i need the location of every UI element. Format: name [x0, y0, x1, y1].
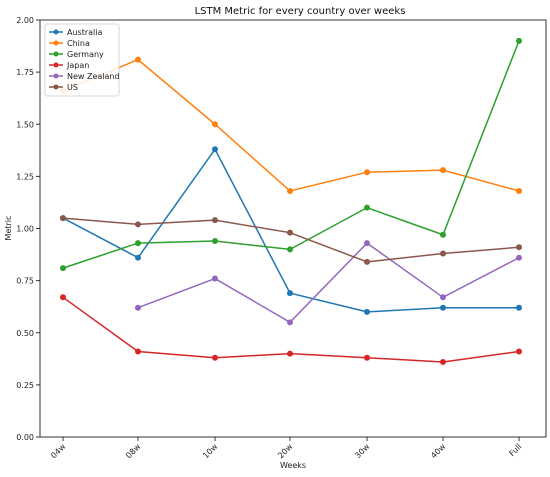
x-tick-label: Full — [507, 442, 523, 458]
x-tick-label: 10w — [201, 442, 220, 461]
series-line-new-zealand — [137, 242, 520, 324]
x-tick-label: 08w — [124, 442, 143, 461]
data-point-germany — [60, 265, 66, 272]
data-point-germany — [440, 231, 446, 238]
legend-label: China — [67, 39, 90, 48]
legend-label: Australia — [67, 28, 102, 37]
chart-title: LSTM Metric for every country over weeks — [195, 6, 406, 17]
x-axis-title: Weeks — [280, 461, 306, 470]
legend: Australia China Germany Japan New Zealand US — [44, 23, 120, 97]
legend-label: Germany — [67, 50, 104, 59]
data-point-us — [135, 221, 141, 228]
x-tick-label: 30w — [353, 442, 372, 461]
legend-label: US — [67, 83, 78, 92]
data-point-new-zealand — [364, 240, 370, 247]
data-point-us — [440, 250, 446, 257]
x-tick-label: 04w — [49, 442, 68, 461]
data-point-china — [364, 169, 370, 176]
data-point-china — [440, 167, 446, 174]
data-point-us — [287, 229, 293, 236]
data-point-japan — [440, 358, 446, 365]
y-tick-label: 2.00 — [16, 16, 34, 25]
data-point-new-zealand — [440, 294, 446, 301]
series-layer — [60, 37, 522, 365]
y-tick-label: 1.50 — [16, 120, 34, 129]
legend-box — [44, 23, 120, 97]
data-point-japan — [287, 350, 293, 357]
data-point-us — [516, 244, 522, 251]
legend-label: New Zealand — [67, 72, 120, 81]
data-point-australia — [364, 308, 370, 315]
legend-swatch-marker — [53, 73, 59, 79]
legend-swatch-marker — [53, 40, 59, 46]
x-tick-label: 20w — [276, 442, 295, 461]
y-tick-label: 1.00 — [16, 225, 34, 234]
data-point-us — [364, 258, 370, 265]
data-point-australia — [440, 304, 446, 311]
data-point-japan — [364, 354, 370, 361]
data-point-japan — [60, 294, 66, 301]
data-point-us — [60, 215, 66, 222]
data-point-germany — [364, 204, 370, 211]
data-point-germany — [287, 246, 293, 253]
legend-swatch-marker — [53, 51, 59, 57]
y-tick-label: 1.25 — [16, 172, 34, 181]
data-point-germany — [212, 238, 218, 245]
y-tick-label: 1.75 — [16, 68, 34, 77]
y-axis-title: Metric — [4, 216, 13, 241]
data-point-australia — [135, 254, 141, 261]
legend-swatch-marker — [53, 84, 59, 90]
legend-swatch-marker — [53, 29, 59, 35]
y-tick-label: 0.25 — [16, 381, 34, 390]
data-point-australia — [287, 290, 293, 297]
data-point-japan — [516, 348, 522, 355]
y-tick-label: 0.00 — [16, 433, 34, 442]
data-point-china — [212, 121, 218, 128]
data-point-china — [287, 187, 293, 194]
series-line-china — [62, 58, 520, 192]
data-point-japan — [212, 354, 218, 361]
data-point-new-zealand — [516, 254, 522, 261]
y-axis: 0.00 0.25 0.50 0.75 1.00 1.25 1.50 1.75 2.00 — [16, 16, 40, 442]
data-point-new-zealand — [287, 319, 293, 326]
data-point-new-zealand — [212, 275, 218, 282]
data-point-australia — [516, 304, 522, 311]
data-point-china — [135, 56, 141, 63]
data-point-japan — [135, 348, 141, 355]
legend-label: Japan — [66, 61, 89, 70]
data-point-germany — [135, 240, 141, 247]
y-tick-label: 0.50 — [16, 329, 34, 338]
legend-swatch-marker — [53, 62, 59, 68]
data-point-australia — [212, 146, 218, 153]
x-tick-label: 40w — [429, 442, 448, 461]
y-tick-label: 0.75 — [16, 277, 34, 286]
x-axis: 04w 08w 10w 20w 30w 40w Full — [49, 437, 523, 460]
data-point-china — [516, 187, 522, 194]
series-line-us — [62, 217, 520, 263]
data-point-us — [212, 217, 218, 224]
data-point-germany — [516, 37, 522, 44]
data-point-new-zealand — [135, 304, 141, 311]
